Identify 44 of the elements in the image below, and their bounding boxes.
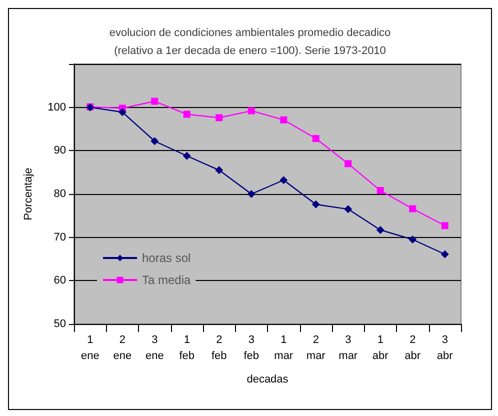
x-tick-label: 2 ene xyxy=(113,334,132,362)
y-tick-label: 100 xyxy=(48,101,66,114)
point xyxy=(248,107,255,114)
point xyxy=(280,176,288,184)
x-tick-label: 2 abr xyxy=(404,334,421,362)
y-tick-label: 80 xyxy=(54,188,66,200)
point xyxy=(151,98,158,105)
point xyxy=(215,166,224,174)
point xyxy=(183,110,190,118)
x-tick-label: 3 ene xyxy=(145,334,164,362)
point xyxy=(118,108,126,116)
point xyxy=(376,187,384,194)
point xyxy=(182,152,191,160)
x-axis-title: decadas xyxy=(246,374,289,386)
x-tick-label: 2 mar xyxy=(306,334,326,362)
x-tick-label: 3 feb xyxy=(244,334,260,362)
point xyxy=(376,226,384,234)
x-tick-label: 1 mar xyxy=(274,334,294,362)
point xyxy=(280,116,288,124)
y-tick-label: 90 xyxy=(54,144,66,157)
y-tick-label: 50 xyxy=(54,318,66,330)
point xyxy=(441,222,448,230)
point xyxy=(312,200,320,208)
x-tick-label: 2 feb xyxy=(211,334,227,362)
x-tick-label: 3 mar xyxy=(338,334,358,362)
x-tick-label: 1 abr xyxy=(372,334,389,362)
point xyxy=(344,160,352,168)
y-tick-label: 60 xyxy=(54,274,66,287)
point xyxy=(440,250,449,258)
chart-title: evolucion de condiciones ambientales promedio decadico (relativo a 1er decada de enero =100). Serie 1973-2010 xyxy=(109,27,391,57)
point xyxy=(216,114,223,122)
point xyxy=(344,205,352,214)
x-tick-label: 1 ene xyxy=(80,334,100,362)
point xyxy=(312,135,320,142)
x-tick-label: 3 abr xyxy=(436,334,454,362)
point xyxy=(409,205,416,212)
y-axis-title: Porcentaje xyxy=(22,168,34,220)
legend-label: horas sol xyxy=(142,251,191,265)
point xyxy=(150,137,159,146)
x-tick-label: 1 feb xyxy=(179,334,195,362)
point xyxy=(247,190,256,198)
y-tick-label: 70 xyxy=(54,231,66,244)
legend-label: Ta media xyxy=(142,273,192,287)
point xyxy=(408,236,417,244)
